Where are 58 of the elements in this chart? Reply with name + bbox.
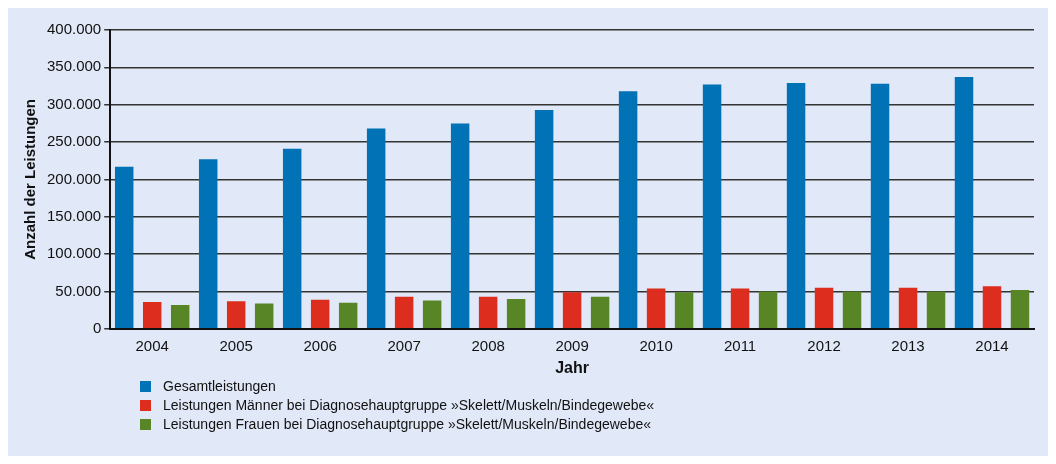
bar — [702, 84, 722, 329]
y-tick-label: 200.000 — [46, 169, 102, 187]
legend-label: Gesamtleistungen — [163, 378, 276, 394]
bar — [366, 128, 386, 329]
bar — [114, 166, 134, 329]
y-tick-label: 100.000 — [46, 244, 102, 262]
bar — [422, 300, 442, 329]
legend-label: Leistungen Männer bei Diagnosehauptgruppe »Skelett/Muskeln/Bindegewebe« — [163, 397, 655, 413]
bar — [198, 159, 218, 329]
x-tick-label: 2014 — [975, 336, 1009, 354]
bar — [954, 77, 974, 329]
bar — [982, 286, 1002, 329]
bar — [282, 148, 302, 329]
x-tick-label: 2004 — [135, 336, 169, 354]
bar — [506, 298, 526, 329]
bar — [1010, 289, 1030, 329]
y-tick-label: 50.000 — [55, 281, 102, 299]
x-tick-label: 2007 — [387, 336, 421, 354]
x-tick-label: 2008 — [471, 336, 505, 354]
bar — [534, 109, 554, 329]
bar — [926, 291, 946, 329]
y-axis-title: Anzahl der Leistungen — [21, 98, 39, 260]
bar — [254, 303, 274, 329]
y-tick-label: 150.000 — [46, 206, 102, 224]
y-tick-label: 300.000 — [46, 94, 102, 112]
bar — [142, 301, 162, 329]
bar — [814, 287, 834, 329]
y-tick-label: 250.000 — [46, 132, 102, 150]
bar — [898, 287, 918, 329]
y-tick-label: 400.000 — [46, 20, 102, 38]
x-axis-title: Jahr — [555, 358, 590, 376]
bar — [590, 296, 610, 329]
bar — [338, 302, 358, 329]
x-tick-label: 2006 — [303, 336, 337, 354]
x-tick-label: 2010 — [639, 336, 673, 354]
bar — [842, 291, 862, 329]
bar — [730, 288, 750, 329]
y-tick-label: 350.000 — [46, 57, 102, 75]
y-tick-label: 0 — [92, 318, 102, 336]
bar — [394, 296, 414, 329]
x-tick-label: 2009 — [555, 336, 589, 354]
bar — [618, 91, 638, 329]
bar — [478, 296, 498, 329]
bar — [674, 292, 694, 329]
x-tick-label: 2011 — [723, 336, 757, 354]
x-tick-label: 2005 — [219, 336, 253, 354]
bar — [562, 292, 582, 329]
bar — [758, 291, 778, 329]
bar — [786, 83, 806, 329]
bar — [646, 288, 666, 329]
bar — [310, 299, 330, 329]
bar — [450, 123, 470, 329]
bar — [170, 304, 190, 329]
x-tick-label: 2012 — [807, 336, 841, 354]
bar — [870, 83, 890, 329]
x-tick-label: 2013 — [891, 336, 925, 354]
legend-label: Leistungen Frauen bei Diagnosehauptgruppe »Skelett/Muskeln/Bindegewebe« — [163, 416, 652, 432]
bar — [226, 301, 246, 329]
